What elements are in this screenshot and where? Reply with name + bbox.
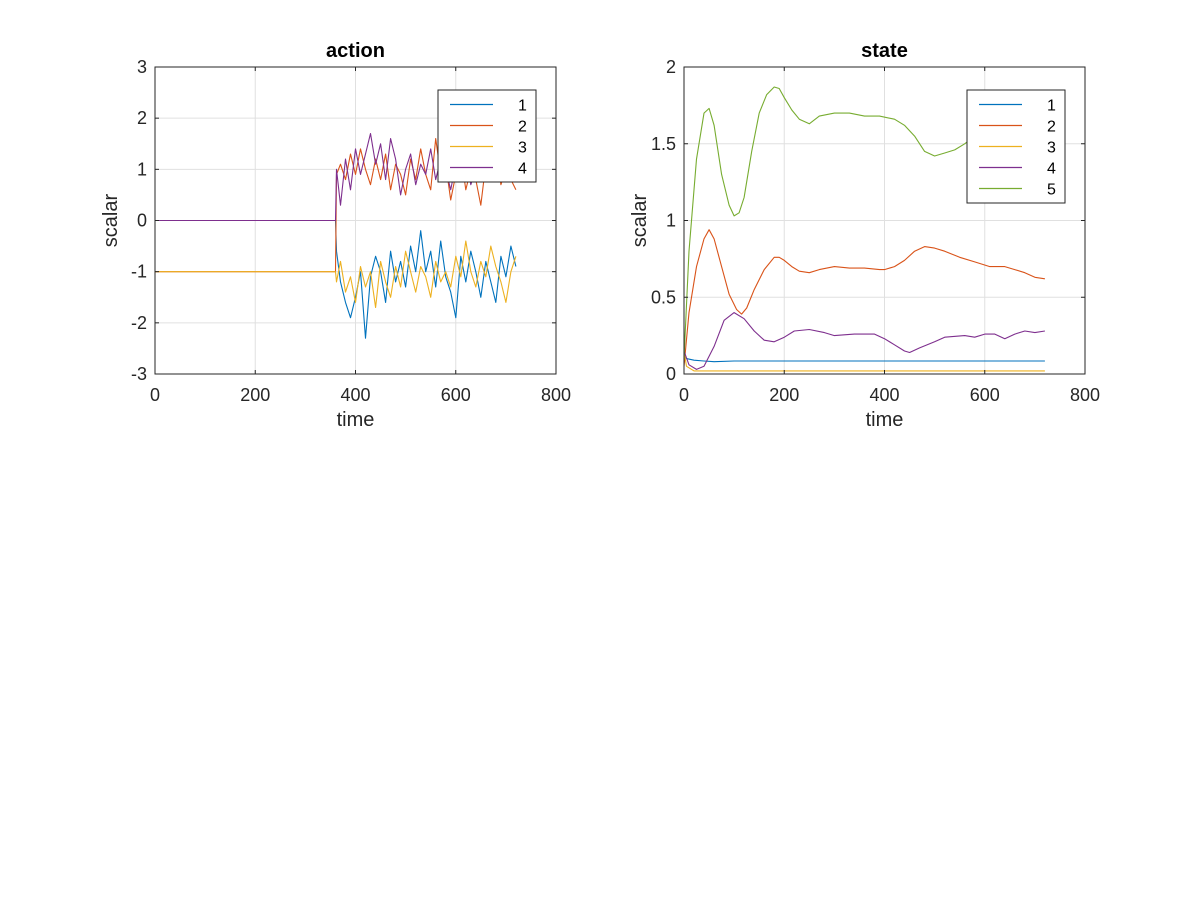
action-legend: 1 2 3 4 xyxy=(437,89,537,183)
action-legend-label-4: 4 xyxy=(518,161,527,178)
action-legend-label-3: 3 xyxy=(518,140,527,157)
state-x-tick-label: 0 xyxy=(679,385,689,405)
action-y-tick-label: 0 xyxy=(137,211,147,231)
state-legend-label-2: 2 xyxy=(1047,119,1056,136)
action-title: action xyxy=(326,40,385,62)
action-x-tick-label: 200 xyxy=(240,385,270,405)
state-x-tick-label: 600 xyxy=(970,385,1000,405)
action-y-tick-label: -1 xyxy=(131,262,147,282)
action-legend-label-1: 1 xyxy=(518,98,527,115)
state-y-tick-label: 1 xyxy=(666,211,676,231)
action-series-3-line xyxy=(155,240,517,309)
state-y-tick-label: 0 xyxy=(666,364,676,384)
state-series-1-line xyxy=(683,355,1045,363)
state-y-tick-label: 0.5 xyxy=(651,287,676,307)
action-x-axis-label: time xyxy=(337,409,375,431)
state-y-tick-label: 1.5 xyxy=(651,134,676,154)
action-legend-label-2: 2 xyxy=(518,119,527,136)
action-y-tick-label: -2 xyxy=(131,313,147,333)
state-series-5-line xyxy=(683,86,976,359)
action-x-tick-label: 400 xyxy=(340,385,370,405)
action-x-tick-label: 800 xyxy=(541,385,571,405)
state-series xyxy=(683,86,1045,372)
action-y-tick-label: -3 xyxy=(131,364,147,384)
state-x-ticks: 0 200 400 600 800 xyxy=(679,67,1100,405)
state-y-tick-label: 2 xyxy=(666,57,676,77)
state-title: state xyxy=(861,40,908,62)
state-x-tick-label: 200 xyxy=(769,385,799,405)
action-y-tick-label: 3 xyxy=(137,57,147,77)
state-series-2-line xyxy=(683,229,1045,367)
action-x-tick-label: 0 xyxy=(150,385,160,405)
state-legend-label-1: 1 xyxy=(1047,98,1056,115)
state-legend-label-4: 4 xyxy=(1047,161,1056,178)
state-x-axis-label: time xyxy=(866,409,904,431)
action-y-axis-label: scalar xyxy=(100,193,122,247)
action-y-tick-label: 1 xyxy=(137,159,147,179)
state-x-tick-label: 400 xyxy=(869,385,899,405)
state-legend-label-5: 5 xyxy=(1047,182,1056,199)
action-legend-box xyxy=(437,89,537,183)
action-y-ticks: -3 -2 -1 0 1 2 3 xyxy=(131,57,556,384)
state-legend-label-3: 3 xyxy=(1047,140,1056,157)
action-x-ticks: 0 200 400 600 800 xyxy=(150,67,571,405)
action-x-tick-label: 600 xyxy=(441,385,471,405)
action-y-tick-label: 2 xyxy=(137,108,147,128)
action-chart: 0 200 400 600 800 -3 -2 -1 0 1 2 3 action time sca… xyxy=(100,40,571,431)
state-y-ticks: 0 0.5 1 1.5 2 xyxy=(651,57,1085,384)
state-y-axis-label: scalar xyxy=(629,193,651,247)
state-legend: 1 2 3 4 5 xyxy=(966,89,1066,204)
state-chart: 0 200 400 600 800 0 0.5 1 1.5 2 state time scala… xyxy=(629,40,1100,431)
state-x-tick-label: 800 xyxy=(1070,385,1100,405)
state-series-4-line xyxy=(683,312,1045,370)
state-series-3-line xyxy=(683,350,1045,372)
